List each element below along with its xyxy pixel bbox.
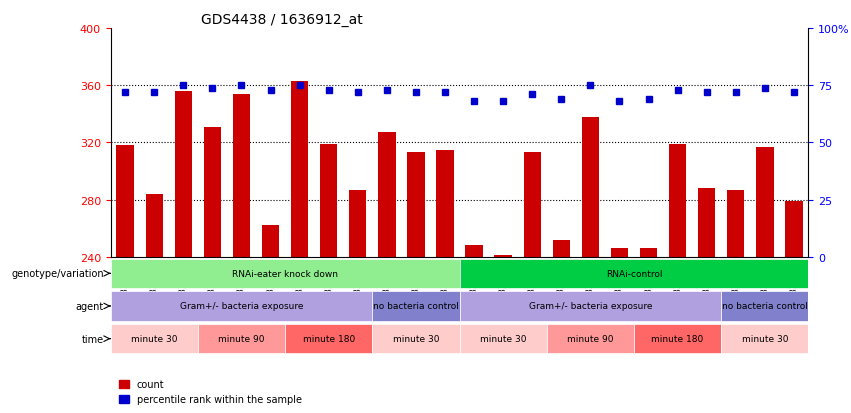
Bar bbox=[698, 189, 716, 257]
Text: minute 30: minute 30 bbox=[480, 335, 527, 343]
Bar bbox=[203, 127, 221, 257]
Bar bbox=[727, 190, 745, 257]
Text: minute 30: minute 30 bbox=[131, 335, 178, 343]
FancyBboxPatch shape bbox=[111, 324, 197, 354]
Bar bbox=[756, 147, 774, 257]
Text: minute 90: minute 90 bbox=[218, 335, 265, 343]
Text: no bacteria control: no bacteria control bbox=[722, 302, 808, 311]
FancyBboxPatch shape bbox=[285, 324, 372, 354]
FancyBboxPatch shape bbox=[372, 324, 460, 354]
Bar bbox=[523, 153, 541, 257]
Text: genotype/variation: genotype/variation bbox=[11, 268, 104, 279]
Bar bbox=[581, 117, 599, 257]
Text: minute 30: minute 30 bbox=[741, 335, 788, 343]
Text: minute 90: minute 90 bbox=[567, 335, 614, 343]
Bar bbox=[407, 153, 425, 257]
FancyBboxPatch shape bbox=[111, 259, 460, 288]
FancyBboxPatch shape bbox=[460, 292, 721, 321]
FancyBboxPatch shape bbox=[372, 292, 460, 321]
Bar bbox=[378, 133, 396, 257]
FancyBboxPatch shape bbox=[460, 324, 546, 354]
Text: time: time bbox=[82, 334, 104, 344]
Text: no bacteria control: no bacteria control bbox=[373, 302, 459, 311]
Bar bbox=[146, 195, 163, 257]
Bar bbox=[320, 145, 337, 257]
FancyBboxPatch shape bbox=[197, 324, 285, 354]
FancyBboxPatch shape bbox=[546, 324, 634, 354]
Legend: count, percentile rank within the sample: count, percentile rank within the sample bbox=[116, 375, 306, 408]
Bar bbox=[611, 249, 628, 257]
Text: RNAi-eater knock down: RNAi-eater knock down bbox=[232, 269, 338, 278]
Bar bbox=[349, 190, 367, 257]
Bar bbox=[640, 249, 657, 257]
Bar bbox=[232, 95, 250, 257]
Text: minute 30: minute 30 bbox=[392, 335, 439, 343]
FancyBboxPatch shape bbox=[460, 259, 808, 288]
Bar bbox=[669, 145, 686, 257]
Text: RNAi-control: RNAi-control bbox=[606, 269, 662, 278]
FancyBboxPatch shape bbox=[721, 324, 808, 354]
Text: Gram+/- bacteria exposure: Gram+/- bacteria exposure bbox=[180, 302, 303, 311]
Bar bbox=[117, 146, 134, 257]
Text: agent: agent bbox=[76, 301, 104, 311]
Bar bbox=[437, 150, 454, 257]
Bar bbox=[174, 92, 192, 257]
FancyBboxPatch shape bbox=[634, 324, 721, 354]
Bar bbox=[552, 240, 570, 257]
FancyBboxPatch shape bbox=[111, 292, 372, 321]
Bar bbox=[494, 256, 511, 257]
Text: minute 180: minute 180 bbox=[303, 335, 355, 343]
Bar bbox=[291, 82, 308, 257]
Text: minute 180: minute 180 bbox=[652, 335, 704, 343]
Bar bbox=[262, 226, 279, 257]
Text: GDS4438 / 1636912_at: GDS4438 / 1636912_at bbox=[202, 12, 363, 26]
Text: Gram+/- bacteria exposure: Gram+/- bacteria exposure bbox=[528, 302, 652, 311]
Bar bbox=[785, 202, 802, 257]
FancyBboxPatch shape bbox=[721, 292, 808, 321]
Bar bbox=[465, 246, 483, 257]
